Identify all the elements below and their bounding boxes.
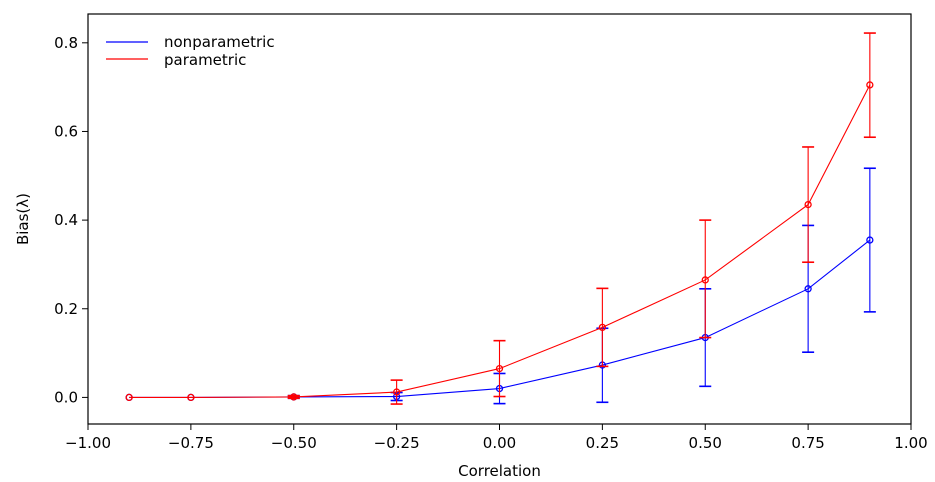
- x-tick-label: 0.00: [483, 434, 516, 452]
- x-tick-label: −0.75: [168, 434, 214, 452]
- data-point-nonparametric: [804, 285, 812, 293]
- y-axis-label-prefix: Bias(: [14, 208, 32, 245]
- y-tick-label: 0.8: [54, 34, 78, 52]
- x-axis: −1.00 −0.75 −0.50 −0.25 0.00 0.25 0.50 0.75 1.00: [65, 424, 928, 452]
- x-tick-label: 0.75: [791, 434, 824, 452]
- legend: nonparametric parametric: [106, 33, 275, 69]
- legend-label-parametric: parametric: [164, 51, 246, 69]
- series-parametric: [125, 32, 876, 405]
- data-point-nonparametric: [866, 236, 874, 244]
- data-point-parametric: [804, 200, 812, 209]
- legend-label-nonparametric: nonparametric: [164, 33, 275, 51]
- data-point-parametric: [866, 81, 874, 89]
- y-axis-label-suffix: ): [14, 193, 32, 199]
- plot-area: [125, 32, 876, 405]
- x-tick-label: 0.50: [689, 434, 722, 452]
- y-tick-label: 0.4: [54, 211, 78, 229]
- x-tick-label: 0.25: [586, 434, 619, 452]
- y-tick-label: 0.0: [54, 388, 78, 406]
- data-point-parametric: [187, 393, 195, 402]
- data-point-parametric: [598, 323, 607, 332]
- x-tick-label: 1.00: [894, 434, 927, 452]
- data-point-parametric: [701, 276, 709, 284]
- y-axis-label-symbol: λ: [14, 199, 32, 208]
- data-point-parametric: [290, 393, 298, 401]
- y-axis-label: Bias(λ): [14, 193, 32, 245]
- x-tick-label: −0.50: [271, 434, 317, 452]
- x-tick-label: −1.00: [65, 434, 111, 452]
- x-tick-label: −0.25: [374, 434, 420, 452]
- y-axis: 0.0 0.2 0.4 0.6 0.8: [54, 34, 88, 406]
- data-point-parametric: [495, 364, 504, 373]
- y-tick-label: 0.6: [54, 122, 78, 140]
- y-tick-label: 0.2: [54, 300, 78, 318]
- x-axis-label: Correlation: [458, 462, 541, 480]
- data-point-parametric: [125, 393, 133, 402]
- data-point-parametric: [392, 388, 401, 396]
